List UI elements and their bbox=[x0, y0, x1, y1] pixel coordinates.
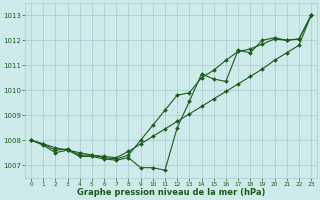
X-axis label: Graphe pression niveau de la mer (hPa): Graphe pression niveau de la mer (hPa) bbox=[77, 188, 265, 197]
